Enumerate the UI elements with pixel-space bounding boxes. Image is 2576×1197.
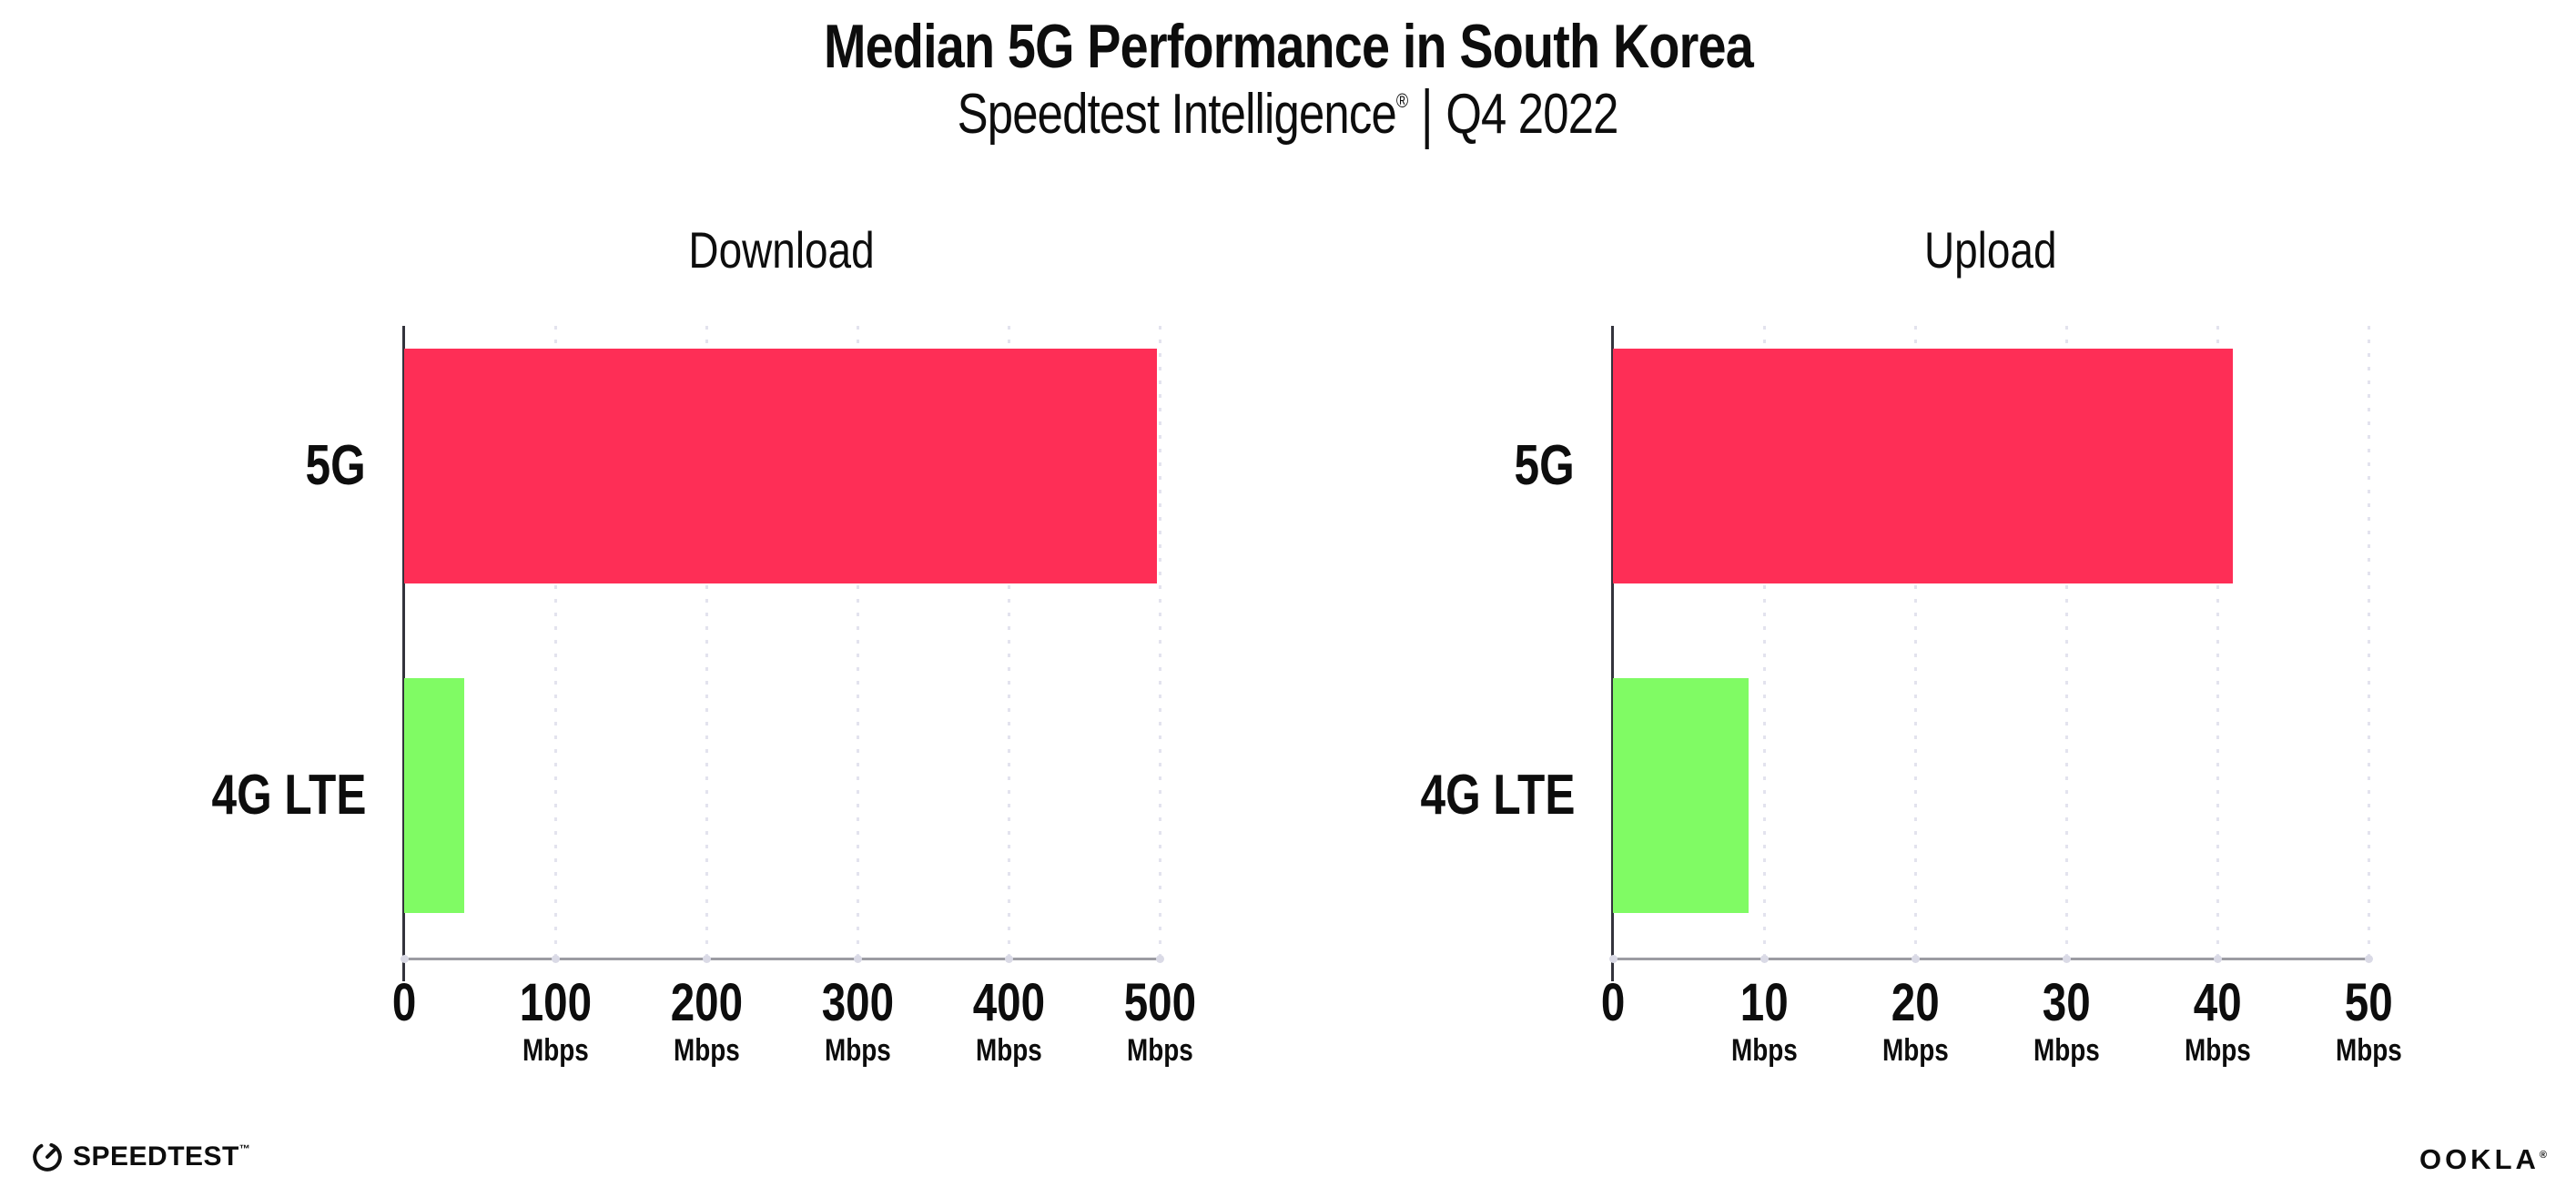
gridline-500 <box>1158 326 1161 958</box>
x-tick-label-100: 100 Mbps <box>455 974 655 1069</box>
gridline-400 <box>1007 326 1010 958</box>
speedtest-logo: SPEEDTEST™ <box>30 1140 250 1174</box>
upload-plot-area: 0 10 Mbps 20 Mbps 30 Mbps 40 Mbps 50 Mbps 5G 4G LTE <box>1420 326 2401 1068</box>
x-tick-number: 20 <box>1891 973 1940 1032</box>
page-subtitle: Speedtest Intelligence® | Q4 2022 <box>0 78 2576 150</box>
speedtest-wordmark: SPEEDTEST™ <box>73 1141 251 1172</box>
x-tick-unit: Mbps <box>824 1033 891 1068</box>
x-axis-tick-dot <box>1911 955 1920 963</box>
y-axis-line <box>1611 326 1614 981</box>
x-tick-label-20: 20 Mbps <box>1815 974 2015 1069</box>
x-tick-unit: Mbps <box>2184 1033 2251 1068</box>
gridline-50 <box>2367 326 2370 958</box>
x-axis-tick-dot <box>400 955 409 963</box>
gridline-20 <box>1913 326 1917 958</box>
x-tick-number: 100 <box>519 973 592 1032</box>
x-axis-tick-dot <box>1004 955 1013 963</box>
x-tick-unit: Mbps <box>1126 1033 1193 1068</box>
x-tick-label-50: 50 Mbps <box>2268 974 2469 1069</box>
x-tick-unit: Mbps <box>2335 1033 2402 1068</box>
bar-5g-upload <box>1613 349 2233 583</box>
x-tick-label-0: 0 <box>304 974 504 1032</box>
download-plot-area: 0 100 Mbps 200 Mbps 300 Mbps 400 Mbps 500 Mbps 5G 4G… <box>211 326 1196 1068</box>
x-tick-number: 200 <box>670 973 743 1032</box>
x-axis-tick-dot <box>1155 955 1164 963</box>
x-axis-tick-dot <box>2062 955 2071 963</box>
upload-chart-title: Upload <box>1924 221 2057 279</box>
registered-mark: ® <box>1396 89 1408 113</box>
bar-5g-download <box>404 349 1157 583</box>
x-tick-label-0: 0 <box>1513 974 1713 1032</box>
x-axis-line <box>1611 958 2370 960</box>
x-axis-tick-dot <box>853 955 862 963</box>
x-tick-unit: Mbps <box>2033 1033 2100 1068</box>
ookla-wordmark: OOKLA <box>2419 1143 2540 1175</box>
x-tick-label-40: 40 Mbps <box>2117 974 2317 1069</box>
x-tick-unit: Mbps <box>673 1033 740 1068</box>
gridline-30 <box>2064 326 2068 958</box>
x-tick-label-10: 10 Mbps <box>1664 974 1864 1069</box>
bar-4g-lte-upload <box>1613 678 1749 913</box>
x-axis-tick-dot <box>2213 955 2222 963</box>
ookla-logo: OOKLA® <box>2419 1143 2547 1176</box>
x-tick-unit: Mbps <box>975 1033 1042 1068</box>
x-tick-label-200: 200 Mbps <box>606 974 806 1069</box>
speedtest-gauge-icon <box>30 1140 65 1174</box>
x-axis-tick-dot <box>1760 955 1769 963</box>
download-chart-title: Download <box>688 221 876 279</box>
y-axis-line <box>402 326 405 981</box>
category-label-4g-lte: 4G LTE <box>211 764 366 827</box>
x-tick-number: 10 <box>1739 973 1789 1032</box>
x-tick-unit: Mbps <box>1881 1033 1949 1068</box>
ookla-registered-mark: ® <box>2539 1150 2547 1161</box>
x-tick-unit: Mbps <box>522 1033 589 1068</box>
x-tick-label-30: 30 Mbps <box>1966 974 2166 1069</box>
subtitle-brand: Speedtest Intelligence <box>958 83 1397 147</box>
x-axis-tick-dot <box>2364 955 2373 963</box>
x-tick-number: 30 <box>2042 973 2091 1032</box>
download-chart: Download 0 100 Mbps 200 Mbps 300 Mbps 400 Mbps 50… <box>211 220 1196 1068</box>
x-tick-number: 40 <box>2193 973 2242 1032</box>
x-tick-number: 50 <box>2344 973 2393 1032</box>
category-label-5g: 5G <box>1514 434 1575 497</box>
x-tick-label-400: 400 Mbps <box>908 974 1109 1069</box>
x-tick-number: 400 <box>972 973 1045 1032</box>
x-axis-tick-dot <box>1608 955 1618 963</box>
upload-chart: Upload 0 10 Mbps 20 Mbps 30 Mbps 40 Mbps 50 Mbps 5G… <box>1420 220 2401 1068</box>
x-tick-number: 300 <box>821 973 894 1032</box>
bar-4g-lte-download <box>404 678 465 913</box>
x-tick-number: 500 <box>1123 973 1196 1032</box>
x-tick-number: 0 <box>1600 973 1626 1032</box>
x-tick-label-300: 300 Mbps <box>757 974 958 1069</box>
trademark-mark: ™ <box>238 1142 251 1155</box>
gridline-100 <box>553 326 557 958</box>
x-tick-number: 0 <box>391 973 417 1032</box>
gridline-10 <box>1762 326 1766 958</box>
subtitle-period: Q4 2022 <box>1445 83 1619 147</box>
x-axis-line <box>402 958 1161 960</box>
subtitle-separator: | <box>1421 77 1434 151</box>
category-label-4g-lte: 4G LTE <box>1420 764 1575 827</box>
gridline-40 <box>2216 326 2219 958</box>
x-tick-unit: Mbps <box>1730 1033 1798 1068</box>
page-title: Median 5G Performance in South Korea <box>823 12 1754 81</box>
x-tick-label-500: 500 Mbps <box>1060 974 1260 1069</box>
gridline-200 <box>705 326 708 958</box>
gridline-300 <box>856 326 859 958</box>
x-axis-tick-dot <box>551 955 560 963</box>
header: Median 5G Performance in South Korea Spe… <box>0 0 2576 150</box>
x-axis-tick-dot <box>702 955 711 963</box>
category-label-5g: 5G <box>305 434 366 497</box>
